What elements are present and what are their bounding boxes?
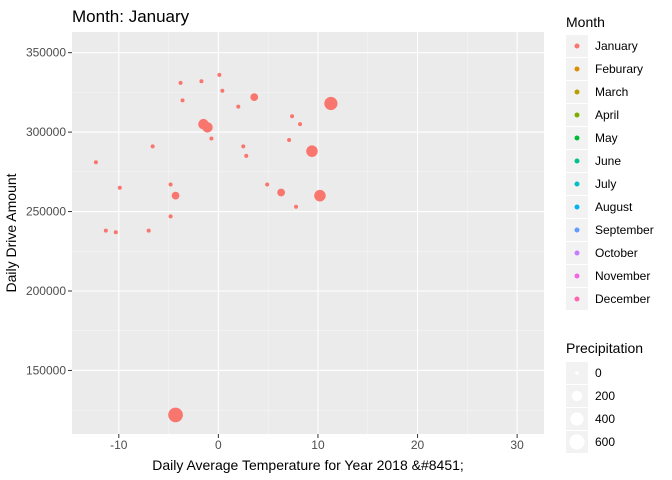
legend-swatch — [574, 227, 580, 233]
y-tick-label: 350000 — [26, 46, 66, 60]
legend-size-label: 200 — [595, 389, 615, 403]
legend-label: December — [595, 292, 650, 306]
data-point — [290, 114, 295, 119]
x-axis-title: Daily Average Temperature for Year 2018 … — [152, 457, 464, 473]
data-point — [294, 204, 299, 209]
data-point — [209, 136, 214, 141]
x-axis: -10 0 10 20 30 — [110, 434, 524, 452]
x-tick-label: 10 — [311, 438, 325, 452]
data-point — [250, 93, 259, 102]
data-point — [220, 88, 225, 93]
y-tick-label: 300000 — [26, 125, 66, 139]
legend-size-label: 600 — [595, 435, 615, 449]
data-point — [150, 144, 155, 149]
legend-swatch — [574, 66, 580, 72]
legend-swatch — [574, 158, 580, 164]
data-point — [103, 228, 108, 233]
data-point — [244, 153, 249, 158]
plot-panel — [72, 32, 544, 434]
data-point — [217, 72, 222, 77]
legend-label: May — [595, 131, 618, 145]
legend-label: July — [595, 177, 616, 191]
legend-swatch — [574, 43, 580, 49]
legend-swatch — [574, 296, 580, 302]
x-tick-label: -10 — [110, 438, 128, 452]
legend-size-swatch — [570, 412, 584, 426]
data-point — [265, 182, 270, 187]
x-tick-label: 30 — [510, 438, 524, 452]
data-point — [93, 160, 98, 165]
legend-swatch — [574, 181, 580, 187]
legend-label: November — [595, 269, 650, 283]
legend-precipitation: 0 200 400 600 — [566, 362, 615, 453]
chart-title: Month: January — [72, 7, 190, 26]
grid-minor — [72, 32, 544, 434]
data-point — [168, 182, 173, 187]
legend-swatch — [574, 273, 580, 279]
data-point — [314, 189, 326, 202]
legend-size-swatch — [575, 371, 579, 375]
y-axis-title: Daily Drive Amount — [3, 173, 19, 292]
data-point — [241, 144, 246, 149]
legend-swatch — [574, 112, 580, 118]
legend-month-title: Month — [566, 14, 605, 30]
data-point — [146, 228, 151, 233]
x-tick-label: 20 — [411, 438, 425, 452]
legend-label: June — [595, 154, 621, 168]
legend-size-label: 400 — [595, 412, 615, 426]
data-point — [298, 122, 303, 127]
legend-label: Feburary — [595, 62, 643, 76]
legend-size-label: 0 — [595, 366, 602, 380]
data-point — [236, 104, 241, 109]
legend-month: January Feburary March April May June July Augu… — [566, 35, 654, 310]
data-point — [113, 230, 118, 235]
legend-label: January — [595, 39, 638, 53]
grid-major — [72, 32, 544, 434]
legend-size-swatch — [571, 390, 583, 402]
data-point — [168, 214, 173, 219]
data-point — [199, 79, 204, 84]
data-point — [180, 98, 185, 103]
legend-swatch — [574, 135, 580, 141]
legend-label: August — [595, 200, 633, 214]
y-axis: 150000 200000 250000 300000 350000 — [26, 46, 72, 377]
legend-label: September — [595, 223, 654, 237]
y-tick-label: 250000 — [26, 205, 66, 219]
legend-size-swatch — [569, 434, 585, 450]
data-point — [178, 80, 183, 85]
data-points — [93, 72, 338, 423]
data-point — [324, 96, 338, 111]
data-point — [171, 191, 180, 200]
y-tick-label: 150000 — [26, 363, 66, 377]
legend-label: April — [595, 108, 619, 122]
legend-label: October — [595, 246, 638, 260]
y-tick-label: 200000 — [26, 284, 66, 298]
x-tick-label: 0 — [215, 438, 222, 452]
data-point — [306, 145, 318, 157]
data-point — [277, 188, 285, 197]
data-point — [202, 122, 213, 133]
data-point — [117, 185, 122, 190]
legend-swatch — [574, 89, 580, 95]
legend-swatch — [574, 204, 580, 210]
data-point — [287, 138, 292, 143]
legend-swatch — [574, 250, 580, 256]
legend-label: March — [595, 85, 628, 99]
legend-precipitation-title: Precipitation — [566, 340, 643, 356]
data-point — [168, 407, 183, 423]
